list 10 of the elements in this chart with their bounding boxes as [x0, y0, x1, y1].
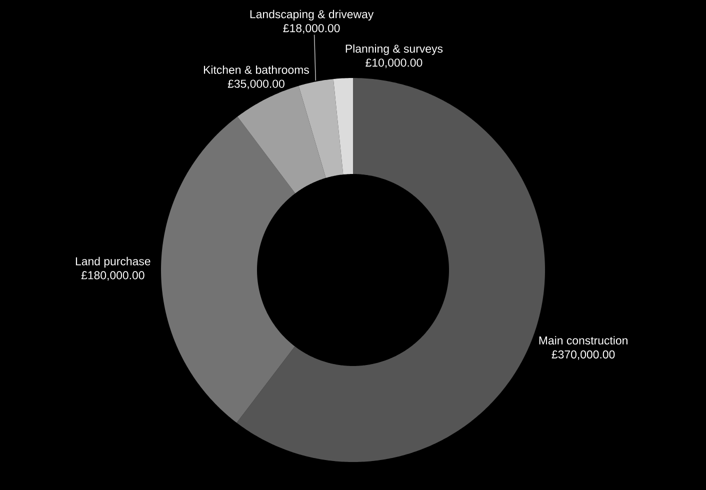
- data-label: £370,000.00: [552, 350, 615, 360]
- slice-label: Main construction: [539, 336, 628, 345]
- slice-label: Kitchen & bathrooms: [204, 65, 309, 74]
- data-label: £180,000.00: [81, 271, 144, 281]
- slice-label: Land purchase: [76, 256, 150, 268]
- slice-label: Landscaping & driveway: [250, 10, 374, 21]
- data-label: £10,000.00: [366, 58, 422, 68]
- slice-label: Planning & surveys: [346, 44, 443, 56]
- data-label: £35,000.00: [228, 80, 284, 90]
- data-label: £18,000.00: [283, 24, 340, 34]
